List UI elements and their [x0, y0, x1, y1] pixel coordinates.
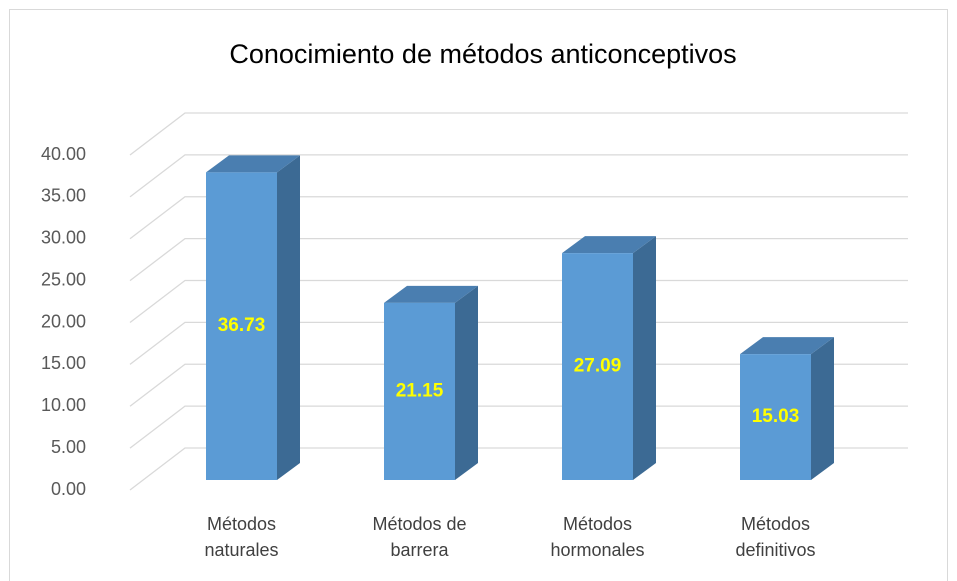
- bar-side: [455, 285, 478, 480]
- y-tick-label: 40.00: [41, 144, 86, 164]
- grid-line: [129, 363, 908, 407]
- data-label: 15.03: [752, 406, 800, 427]
- grid-line: [129, 447, 908, 491]
- data-label: 36.73: [218, 315, 266, 336]
- bar-side: [277, 155, 300, 481]
- data-label: 27.09: [574, 356, 622, 377]
- grid-line: [129, 196, 908, 240]
- x-tick-label: Métodos naturales: [204, 514, 279, 560]
- grid-line: [129, 321, 908, 365]
- x-tick-label: Métodos definitivos: [735, 514, 816, 560]
- bar: [740, 354, 811, 480]
- bar-top: [740, 337, 834, 355]
- grid-line: [129, 279, 908, 324]
- bar-top: [206, 155, 300, 173]
- y-tick-label: 10.00: [41, 395, 86, 415]
- bar-top: [562, 236, 656, 254]
- data-label: 21.15: [396, 380, 444, 401]
- bar: [206, 172, 277, 481]
- grid-line: [129, 154, 908, 198]
- y-tick-label: 20.00: [41, 311, 86, 331]
- chart-border: [9, 9, 948, 581]
- bar-side: [633, 236, 656, 480]
- x-tick-label: Métodos de barrera: [372, 514, 467, 560]
- bar-side: [811, 337, 834, 480]
- y-tick-label: 0.00: [51, 479, 86, 499]
- y-tick-label: 30.00: [41, 228, 86, 248]
- grid-line: [129, 405, 908, 449]
- y-tick-label: 35.00: [41, 186, 86, 206]
- bar-top: [384, 285, 478, 303]
- chart-title: Conocimiento de métodos anticonceptivos: [229, 39, 736, 69]
- y-tick-label: 5.00: [51, 437, 86, 457]
- x-tick-label: Métodos hormonales: [550, 514, 645, 560]
- grid-line: [129, 112, 908, 156]
- y-tick-label: 15.00: [41, 353, 86, 373]
- grid-line: [129, 237, 908, 282]
- y-tick-label: 25.00: [41, 269, 86, 289]
- bar: [384, 302, 455, 480]
- bar: [562, 253, 633, 480]
